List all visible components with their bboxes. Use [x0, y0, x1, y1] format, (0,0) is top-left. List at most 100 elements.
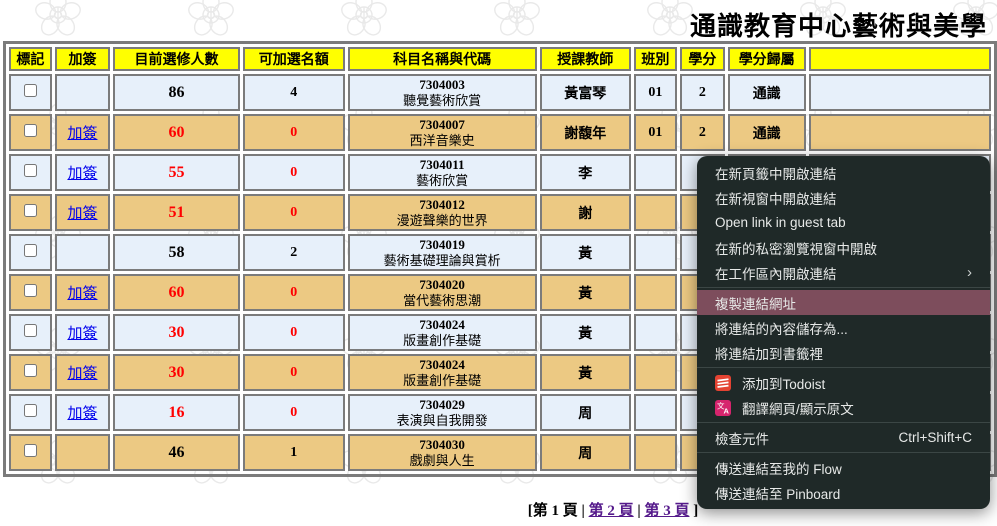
mark-cell [9, 354, 52, 391]
class-section-cell: 01 [633, 74, 678, 111]
class-section-cell [633, 194, 678, 231]
mark-cell [9, 274, 52, 311]
menu-item-bookmark-link[interactable]: 將連結加到書籤裡 [715, 346, 823, 362]
add-sign-link[interactable]: 加簽 [67, 286, 98, 302]
course-code: 7304012 [419, 196, 465, 212]
subject-cell: 7304029 表演與自我開發 [347, 394, 537, 431]
translate-icon: 文 A [715, 399, 731, 416]
todoist-icon [715, 374, 731, 391]
course-name: 版畫創作基礎 [403, 372, 482, 388]
credit-category-cell: 通識 [727, 114, 806, 151]
row-checkbox[interactable] [23, 323, 37, 337]
page-3-link[interactable]: 第 3 頁 [644, 503, 690, 519]
teacher-cell: 黃富琴 [539, 74, 631, 111]
class-section-cell [633, 434, 678, 471]
class-section-cell [633, 234, 678, 271]
row-checkbox[interactable] [23, 403, 37, 417]
row-checkbox[interactable] [23, 163, 37, 177]
course-name: 版畫創作基礎 [403, 332, 482, 348]
add-sign-link[interactable]: 加簽 [67, 206, 98, 222]
menu-item-open-new-tab[interactable]: 在新頁籤中開啟連結 [715, 166, 837, 182]
row-checkbox[interactable] [23, 83, 37, 97]
class-section-cell [633, 314, 678, 351]
row-checkbox[interactable] [23, 243, 37, 257]
row-checkbox[interactable] [23, 203, 37, 217]
add-sign-link[interactable]: 加簽 [67, 326, 98, 342]
extra-cell [808, 74, 991, 111]
enrolled-count-cell: 86 [113, 74, 240, 111]
page-2-link[interactable]: 第 2 頁 [588, 503, 634, 519]
course-code: 7304030 [419, 436, 465, 452]
menu-item-open-guest-tab[interactable]: Open link in guest tab [715, 215, 846, 230]
enrolled-count-cell: 30 [113, 354, 240, 391]
course-code: 7304024 [419, 356, 465, 372]
svg-text:A: A [724, 406, 730, 415]
add-sign-link[interactable]: 加簽 [67, 126, 98, 142]
subject-cell: 7304019 藝術基礎理論與賞析 [347, 234, 537, 271]
table-row: 58 2 7304019 藝術基礎理論與賞析黃 [9, 234, 991, 271]
menu-item-send-to-pinboard[interactable]: 傳送連結至 Pinboard [715, 486, 841, 502]
mark-cell [9, 194, 52, 231]
mark-cell [9, 74, 52, 111]
teacher-cell: 謝馥年 [539, 114, 631, 151]
menu-item-add-to-todoist[interactable]: 添加到Todoist [697, 370, 990, 395]
row-checkbox[interactable] [23, 123, 37, 137]
menu-item-open-in-workspace[interactable]: 在工作區內開啟連結 › [715, 264, 972, 282]
menu-separator [697, 367, 990, 368]
mark-cell [9, 114, 52, 151]
menu-item-send-to-flow[interactable]: 傳送連結至我的 Flow [715, 461, 842, 477]
menu-item-save-link-as[interactable]: 將連結的內容儲存為... [715, 321, 848, 337]
pagination: [第 1 頁 | 第 2 頁 | 第 3 頁 ] [3, 499, 997, 520]
course-code: 7304019 [419, 236, 465, 252]
add-sign-cell: 加簽 [54, 354, 111, 391]
column-header: 學分 [680, 47, 725, 71]
course-code: 7304020 [419, 276, 465, 292]
subject-cell: 7304011 藝術欣賞 [347, 154, 537, 191]
row-checkbox[interactable] [23, 363, 37, 377]
add-sign-cell [54, 434, 111, 471]
available-slots-cell: 0 [242, 114, 345, 151]
column-header [808, 47, 991, 71]
course-code: 7304029 [419, 396, 465, 412]
inspect-shortcut: Ctrl+Shift+C [898, 430, 972, 445]
available-slots-cell: 0 [242, 354, 345, 391]
add-sign-link[interactable]: 加簽 [67, 406, 98, 422]
add-sign-link[interactable]: 加簽 [67, 366, 98, 382]
add-sign-cell: 加簽 [54, 194, 111, 231]
credits-cell: 2 [680, 74, 725, 111]
menu-item-open-incognito[interactable]: 在新的私密瀏覽視窗中開啟 [715, 241, 877, 257]
available-slots-cell: 0 [242, 314, 345, 351]
page-separator: | [581, 503, 585, 519]
menu-item-inspect-element[interactable]: 檢查元件 Ctrl+Shift+C [715, 430, 972, 447]
mark-cell [9, 314, 52, 351]
subject-cell: 7304020 當代藝術思潮 [347, 274, 537, 311]
course-name: 漫遊聲樂的世界 [396, 212, 488, 228]
table-row: 加簽 60 0 7304007 西洋音樂史 謝馥年 01 2 通識 [9, 114, 991, 151]
course-name: 西洋音樂史 [409, 132, 475, 148]
add-sign-link[interactable]: 加簽 [67, 166, 98, 182]
add-sign-cell [54, 234, 111, 271]
menu-item-open-new-window[interactable]: 在新視窗中開啟連結 [715, 191, 837, 207]
row-checkbox[interactable] [23, 443, 37, 457]
menu-item-copy-link-address[interactable]: 複製連結網址 [697, 290, 990, 315]
class-section-cell [633, 154, 678, 191]
page-title: 通識教育中心藝術與美學 [690, 12, 988, 41]
add-sign-cell: 加簽 [54, 314, 111, 351]
column-header: 可加選名額 [242, 47, 345, 71]
subject-cell: 7304003 聽覺藝術欣賞 [347, 74, 537, 111]
mark-cell [9, 394, 52, 431]
add-sign-cell: 加簽 [54, 274, 111, 311]
add-sign-cell: 加簽 [54, 394, 111, 431]
menu-item-translate-page[interactable]: 文 A 翻譯網頁/顯示原文 [715, 399, 854, 417]
column-header: 班別 [633, 47, 678, 71]
course-name: 當代藝術思潮 [403, 292, 482, 308]
subject-cell: 7304012 漫遊聲樂的世界 [347, 194, 537, 231]
teacher-cell: 謝 [539, 194, 631, 231]
subject-cell: 7304007 西洋音樂史 [347, 114, 537, 151]
bracket-close: ] [693, 503, 699, 519]
row-checkbox[interactable] [23, 283, 37, 297]
svg-text:文: 文 [717, 400, 725, 410]
column-header: 目前選修人數 [113, 47, 240, 71]
class-section-cell: 01 [633, 114, 678, 151]
available-slots-cell: 0 [242, 194, 345, 231]
